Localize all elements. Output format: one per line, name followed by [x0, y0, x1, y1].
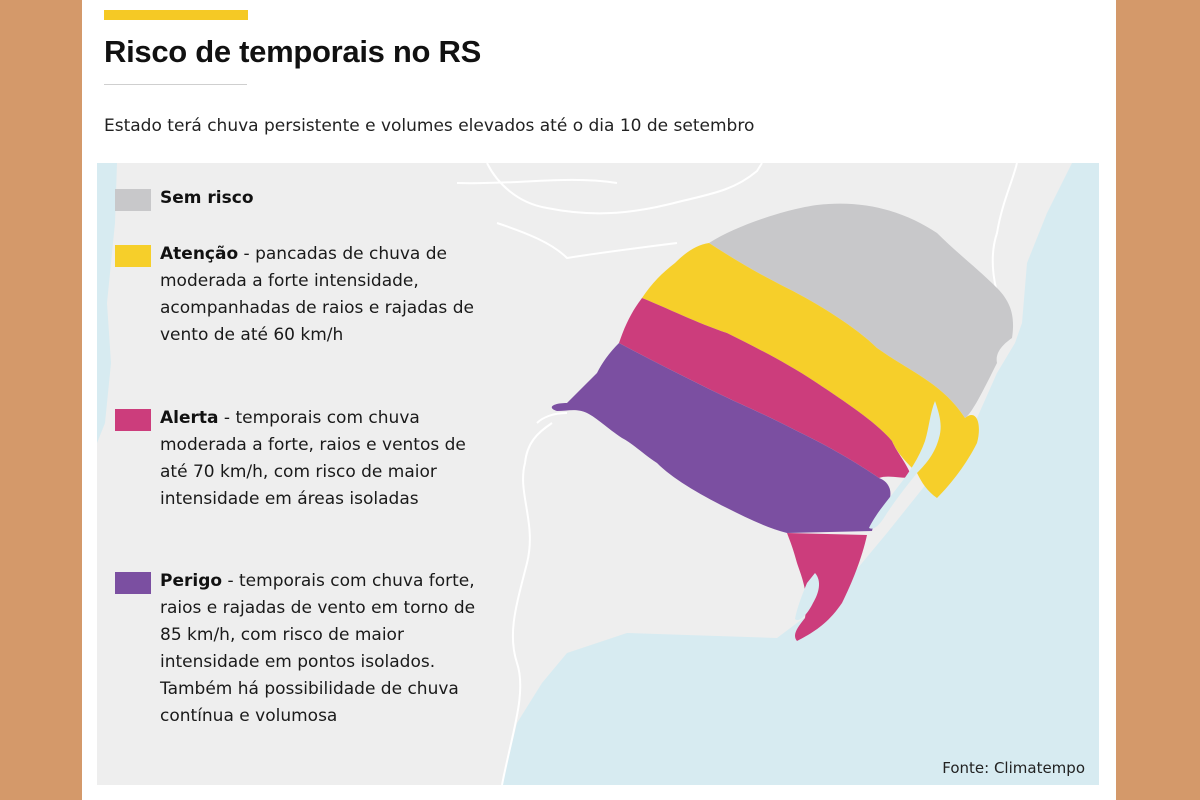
legend-desc: - pancadas de chuva de moderada a forte … — [160, 244, 474, 345]
rs-risk-map — [97, 163, 1099, 785]
legend-text: Perigo - temporais com chuva forte, raio… — [160, 568, 480, 730]
zone-atencao — [642, 243, 979, 498]
legend-label: Alerta — [160, 408, 219, 428]
page-subtitle: Estado terá chuva persistente e volumes … — [104, 116, 755, 136]
swatch-atencao — [115, 245, 151, 267]
legend-text: Sem risco — [160, 185, 480, 212]
title-divider — [104, 84, 247, 85]
legend-desc: - temporais com chuva moderada a forte, … — [160, 408, 466, 509]
legend-item-alerta: Alerta - temporais com chuva moderada a … — [115, 405, 485, 545]
infographic-card: Risco de temporais no RS Estado terá chu… — [82, 0, 1116, 800]
swatch-perigo — [115, 572, 151, 594]
zone-alerta — [619, 298, 912, 478]
zone-sem-risco — [709, 203, 1014, 418]
source-credit: Fonte: Climatempo — [942, 759, 1085, 777]
map-panel: Sem risco Atenção - pancadas de chuva de… — [97, 163, 1099, 785]
legend-label: Perigo — [160, 571, 223, 591]
page-title: Risco de temporais no RS — [104, 34, 481, 69]
legend-item-atencao: Atenção - pancadas de chuva de moderada … — [115, 241, 485, 381]
legend-text: Alerta - temporais com chuva moderada a … — [160, 405, 480, 513]
swatch-sem-risco — [115, 189, 151, 211]
legend-text: Atenção - pancadas de chuva de moderada … — [160, 241, 480, 349]
zone-alerta-south — [787, 533, 867, 641]
legend-label: Sem risco — [160, 188, 254, 208]
west-water — [97, 163, 117, 443]
legend-label: Atenção — [160, 244, 239, 264]
lagoa-dos-patos — [869, 401, 941, 529]
swatch-alerta — [115, 409, 151, 431]
legend-item-perigo: Perigo - temporais com chuva forte, raio… — [115, 568, 485, 768]
zone-perigo — [551, 343, 891, 533]
legend-desc: - temporais com chuva forte, raios e raj… — [160, 571, 476, 726]
lagoa-mirim — [795, 573, 820, 621]
legend-item-sem-risco: Sem risco — [115, 185, 485, 215]
ocean — [502, 163, 1099, 785]
border-lines — [456, 163, 1018, 785]
map-legend: Sem risco Atenção - pancadas de chuva de… — [97, 163, 497, 785]
accent-bar — [104, 10, 248, 20]
